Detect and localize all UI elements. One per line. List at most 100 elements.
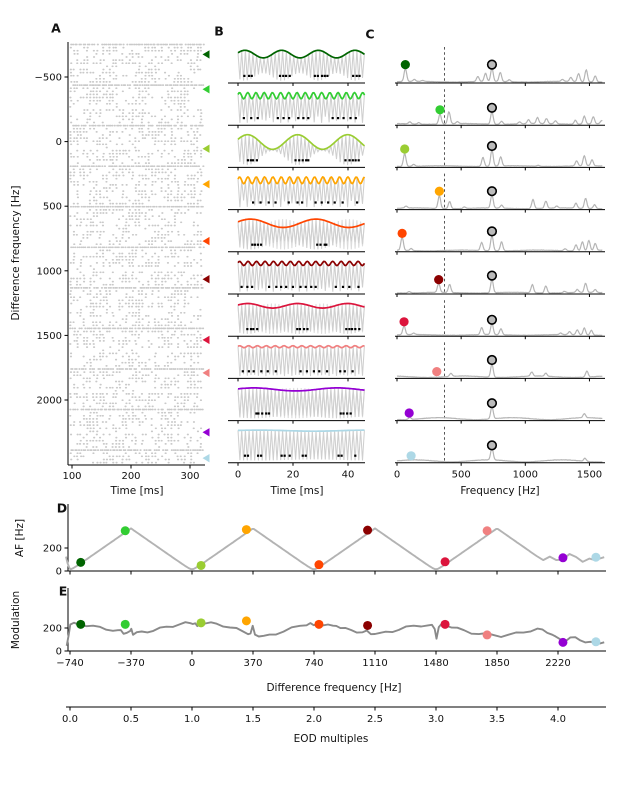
svg-text:0: 0 [56, 647, 62, 658]
panel-label-b: B [214, 23, 224, 39]
am-envelope-lightblue [238, 429, 365, 433]
panel-b-row-orangered [228, 218, 365, 255]
power-spectrum-crimson [396, 322, 603, 337]
df-marker-darkviolet [202, 428, 210, 437]
panel-e-xlabel: Difference frequency [Hz] [266, 682, 402, 694]
eodf-peak-dot [486, 102, 498, 113]
spike-raster-yellowgreen [246, 159, 360, 162]
panel-b-row-darkgreen [228, 49, 365, 86]
svg-text:740: 740 [304, 658, 323, 669]
svg-text:100: 100 [62, 471, 81, 482]
panel-c-row-crimson [395, 300, 605, 340]
svg-text:40: 40 [342, 470, 355, 481]
spike-raster-lightcoral [241, 370, 354, 373]
svg-text:300: 300 [180, 471, 199, 482]
svg-text:3.0: 3.0 [428, 714, 444, 725]
modulation-dot-limegreen [120, 619, 130, 629]
svg-text:0.0: 0.0 [62, 714, 78, 725]
am-envelope-limegreen [237, 91, 366, 100]
af-dot-lightblue [591, 552, 601, 562]
svg-text:200: 200 [121, 471, 140, 482]
am-envelope-orangered [237, 218, 365, 229]
power-spectrum-orangered [396, 234, 603, 252]
df-marker-orange [202, 180, 210, 189]
modulation-dot-lightblue [591, 637, 601, 647]
panel-b-row-yellowgreen [228, 133, 366, 171]
svg-text:1000: 1000 [513, 470, 538, 481]
panel-c-row-darkviolet [395, 384, 605, 424]
eodf-peak-dot [486, 226, 498, 237]
af-dot-orangered [314, 560, 324, 570]
df-marker-crimson [202, 335, 210, 345]
panel-d-ylabel: AF [Hz] [14, 518, 26, 558]
modulation-dot-darkgreen [76, 619, 86, 629]
panel-b-row-lightcoral [228, 344, 365, 382]
eodf-peak-dot [486, 314, 498, 325]
panel-b-row-darkviolet [228, 387, 365, 424]
svg-text:200: 200 [43, 624, 62, 635]
svg-text:1000: 1000 [37, 266, 62, 277]
svg-text:1850: 1850 [484, 658, 509, 669]
panel-c-row-orangered [395, 215, 605, 255]
power-spectrum-darkred [396, 278, 603, 294]
panel-b-row-orange [228, 176, 366, 213]
power-spectrum-limegreen [396, 110, 603, 126]
am-envelope-crimson [237, 302, 365, 309]
af-dot-limegreen [120, 526, 130, 536]
modulation-dot-darkviolet [558, 637, 568, 647]
eodf-peak-dot [486, 398, 498, 409]
eodf-peak-dot [486, 140, 498, 152]
af-dot-darkred [363, 525, 373, 535]
svg-text:20: 20 [287, 470, 300, 481]
spike-raster-orangered [251, 243, 328, 246]
af-peak-dot-darkred [434, 275, 444, 285]
spike-raster-darkred [240, 285, 360, 288]
svg-text:−370: −370 [117, 658, 144, 669]
svg-text:0: 0 [56, 137, 62, 148]
panel-b-row-darkred [228, 260, 366, 297]
af-dot-lightcoral [482, 526, 492, 536]
modulation-dot-lightcoral [482, 630, 492, 640]
df-marker-lightblue [202, 453, 210, 463]
svg-text:1500: 1500 [577, 470, 602, 481]
modulation-vs-df-curve [65, 621, 605, 646]
panel-a-ylabel: Difference frequency [Hz] [10, 185, 22, 321]
power-spectrum-lightblue [396, 446, 603, 463]
spike-raster-limegreen [242, 117, 357, 120]
svg-text:500: 500 [43, 202, 62, 213]
power-spectrum-yellowgreen [396, 148, 603, 168]
modulation-dot-darkred [363, 620, 373, 630]
svg-text:0.5: 0.5 [123, 714, 139, 725]
eodf-peak-dot [486, 354, 498, 366]
panel-c-row-orange [395, 173, 605, 213]
af-vs-df-curve [65, 527, 605, 571]
af-dot-darkgreen [76, 557, 86, 567]
power-spectrum-darkgreen [396, 66, 603, 83]
af-peak-dot-orange [434, 186, 444, 196]
modulation-dot-orangered [314, 619, 324, 629]
df-marker-lightcoral [202, 368, 210, 378]
df-marker-darkred [202, 274, 210, 284]
af-dot-orange [241, 525, 251, 535]
svg-text:2220: 2220 [545, 658, 570, 669]
power-spectrum-darkviolet [396, 405, 603, 421]
svg-text:0: 0 [189, 658, 195, 669]
af-peak-dot-limegreen [435, 105, 445, 115]
svg-text:4.0: 4.0 [550, 714, 566, 725]
svg-text:1.0: 1.0 [184, 714, 200, 725]
modulation-dot-crimson [440, 619, 450, 629]
modulation-dot-orange [241, 616, 251, 626]
svg-text:3.5: 3.5 [489, 714, 505, 725]
svg-text:0: 0 [394, 470, 400, 481]
panel-b-row-crimson [228, 302, 365, 340]
panel-a-xlabel: Time [ms] [110, 485, 164, 497]
panel-c-row-lightblue: 0 500 1000 1500 [394, 426, 605, 481]
af-peak-dot-darkgreen [400, 60, 410, 70]
power-spectrum-lightcoral [396, 362, 603, 379]
panel-c-row-darkgreen [395, 47, 605, 86]
panel-c-row-darkred [395, 258, 605, 297]
panel-label-e: E [58, 583, 68, 599]
panel-e: 0 200 −740 −370 0 370 740 1110 1480 1850 2220 [43, 588, 606, 669]
